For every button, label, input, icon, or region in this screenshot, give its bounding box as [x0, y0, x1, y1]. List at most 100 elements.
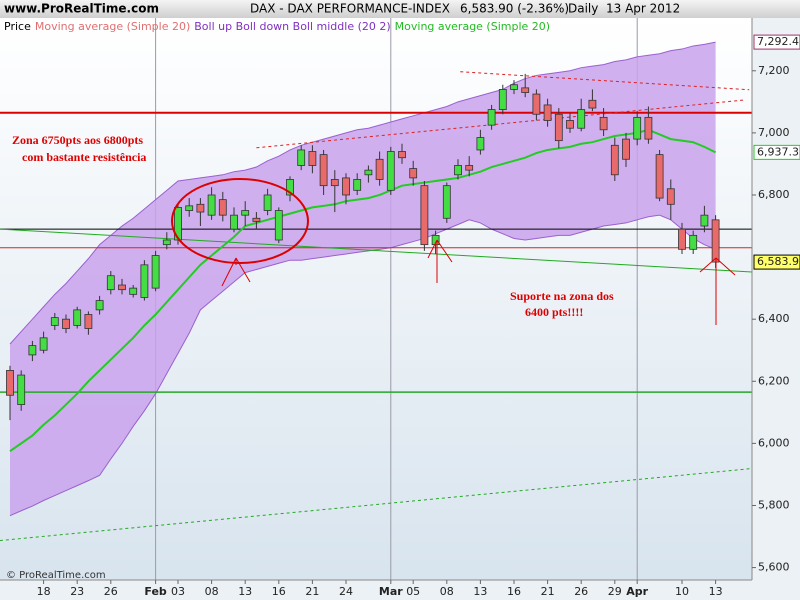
candle-body — [566, 120, 574, 129]
last-value-box — [753, 144, 800, 160]
candle-body — [554, 113, 563, 142]
candle-body — [655, 154, 664, 199]
x-tick-label: 13 — [709, 585, 723, 598]
x-tick-label: 08 — [440, 585, 454, 598]
annotation: com bastante resistência — [22, 150, 146, 164]
candle-body — [230, 214, 238, 230]
candle-body — [17, 374, 26, 405]
candle-body — [442, 185, 451, 219]
footer: © ProRealTime.com — [6, 570, 106, 581]
candle-body — [95, 300, 104, 311]
x-tick-label: 26 — [574, 585, 588, 598]
arrow — [427, 239, 453, 283]
candle-body — [386, 151, 395, 191]
candle-body — [678, 228, 686, 250]
candle-body — [610, 144, 619, 176]
candle-body — [274, 210, 283, 241]
candle-body — [644, 116, 653, 140]
x-tick-label: 18 — [37, 585, 51, 598]
y-tick-label: 6,800 — [758, 188, 790, 201]
candle-body — [532, 93, 541, 115]
candle-body — [330, 179, 339, 187]
candle-body — [487, 109, 496, 126]
x-tick-label: 16 — [507, 585, 521, 598]
last-value-label: 6,937.3 — [757, 145, 799, 158]
moving-average — [9, 128, 717, 452]
annotation: Suporte na zona dos — [510, 289, 614, 303]
x-tick-label: 08 — [205, 585, 219, 598]
candle-body — [308, 151, 317, 166]
x-tick-label: 10 — [675, 585, 689, 598]
candle-body — [465, 165, 474, 171]
candle-body — [689, 234, 698, 250]
candle-body — [454, 165, 462, 176]
candle-body — [409, 168, 418, 179]
candle-body — [319, 154, 328, 187]
candle-body — [207, 194, 216, 216]
last-value-box — [753, 34, 800, 50]
x-tick-label: Feb — [144, 585, 167, 598]
candle-body — [431, 234, 440, 246]
x-tick-label: Apr — [626, 585, 648, 598]
annotation: Zona 6750pts aos 6800pts — [12, 133, 143, 147]
candle-body — [521, 87, 530, 93]
candle-body — [476, 137, 485, 151]
candle-body — [39, 337, 48, 351]
candle-body — [196, 203, 205, 213]
candle-body — [375, 158, 384, 180]
legend-entry: Moving average (Simple 20) — [35, 20, 190, 33]
y-tick-label: 7,000 — [758, 126, 790, 139]
y-tick-label: 6,200 — [758, 374, 790, 387]
trendline — [460, 71, 750, 91]
arrow — [699, 257, 736, 325]
x-tick-label: 21 — [541, 585, 555, 598]
candle-body — [297, 149, 306, 166]
candle-body — [162, 239, 171, 246]
candle-body — [106, 275, 115, 291]
candle-body — [151, 255, 160, 289]
y-tick-label: 6,400 — [758, 312, 790, 325]
y-tick-label: 7,200 — [758, 64, 790, 77]
chart-title: DAX - DAX PERFORMANCE-INDEX — [250, 2, 450, 16]
candle-body — [364, 169, 373, 176]
candle-body — [73, 309, 82, 326]
annotation: 6400 pts!!!! — [525, 305, 583, 319]
candle-body — [510, 84, 518, 90]
candle-body — [62, 318, 70, 329]
y-tick-label: 6,000 — [758, 436, 790, 449]
arrow — [221, 257, 251, 287]
candle-body — [6, 370, 14, 396]
bollinger-lower — [9, 214, 716, 517]
trendline — [256, 99, 745, 149]
candle-body — [700, 214, 709, 227]
period: Daily — [568, 2, 598, 16]
candle-body — [353, 179, 362, 191]
candle-body — [498, 89, 507, 110]
trendline — [0, 228, 753, 273]
layers — [0, 18, 753, 580]
candle-body — [633, 116, 642, 140]
last-value-box — [753, 254, 800, 270]
x-tick-label: 03 — [171, 585, 185, 598]
candle-body — [129, 287, 138, 295]
candle-body — [140, 264, 149, 298]
highlight-ellipse — [171, 178, 309, 264]
bollinger-upper — [9, 41, 716, 345]
x-tick-label: 23 — [70, 585, 84, 598]
last-value-label: 6,583.90 — [757, 255, 800, 268]
last-value-label: 7,292.4 — [757, 35, 799, 48]
header-bar — [0, 0, 800, 18]
quote: 6,583.90 (-2.36%) — [460, 2, 569, 16]
x-tick-label: 29 — [608, 585, 622, 598]
x-tick-label: 05 — [406, 585, 420, 598]
x-tick-label: 16 — [272, 585, 286, 598]
x-tick-label: 26 — [104, 585, 118, 598]
candle-body — [398, 151, 406, 159]
candle-body — [218, 199, 227, 216]
candle-body — [342, 177, 350, 196]
x-tick-label: 13 — [238, 585, 252, 598]
y-tick-label: 5,600 — [758, 561, 790, 574]
x-tick-label: 13 — [473, 585, 487, 598]
